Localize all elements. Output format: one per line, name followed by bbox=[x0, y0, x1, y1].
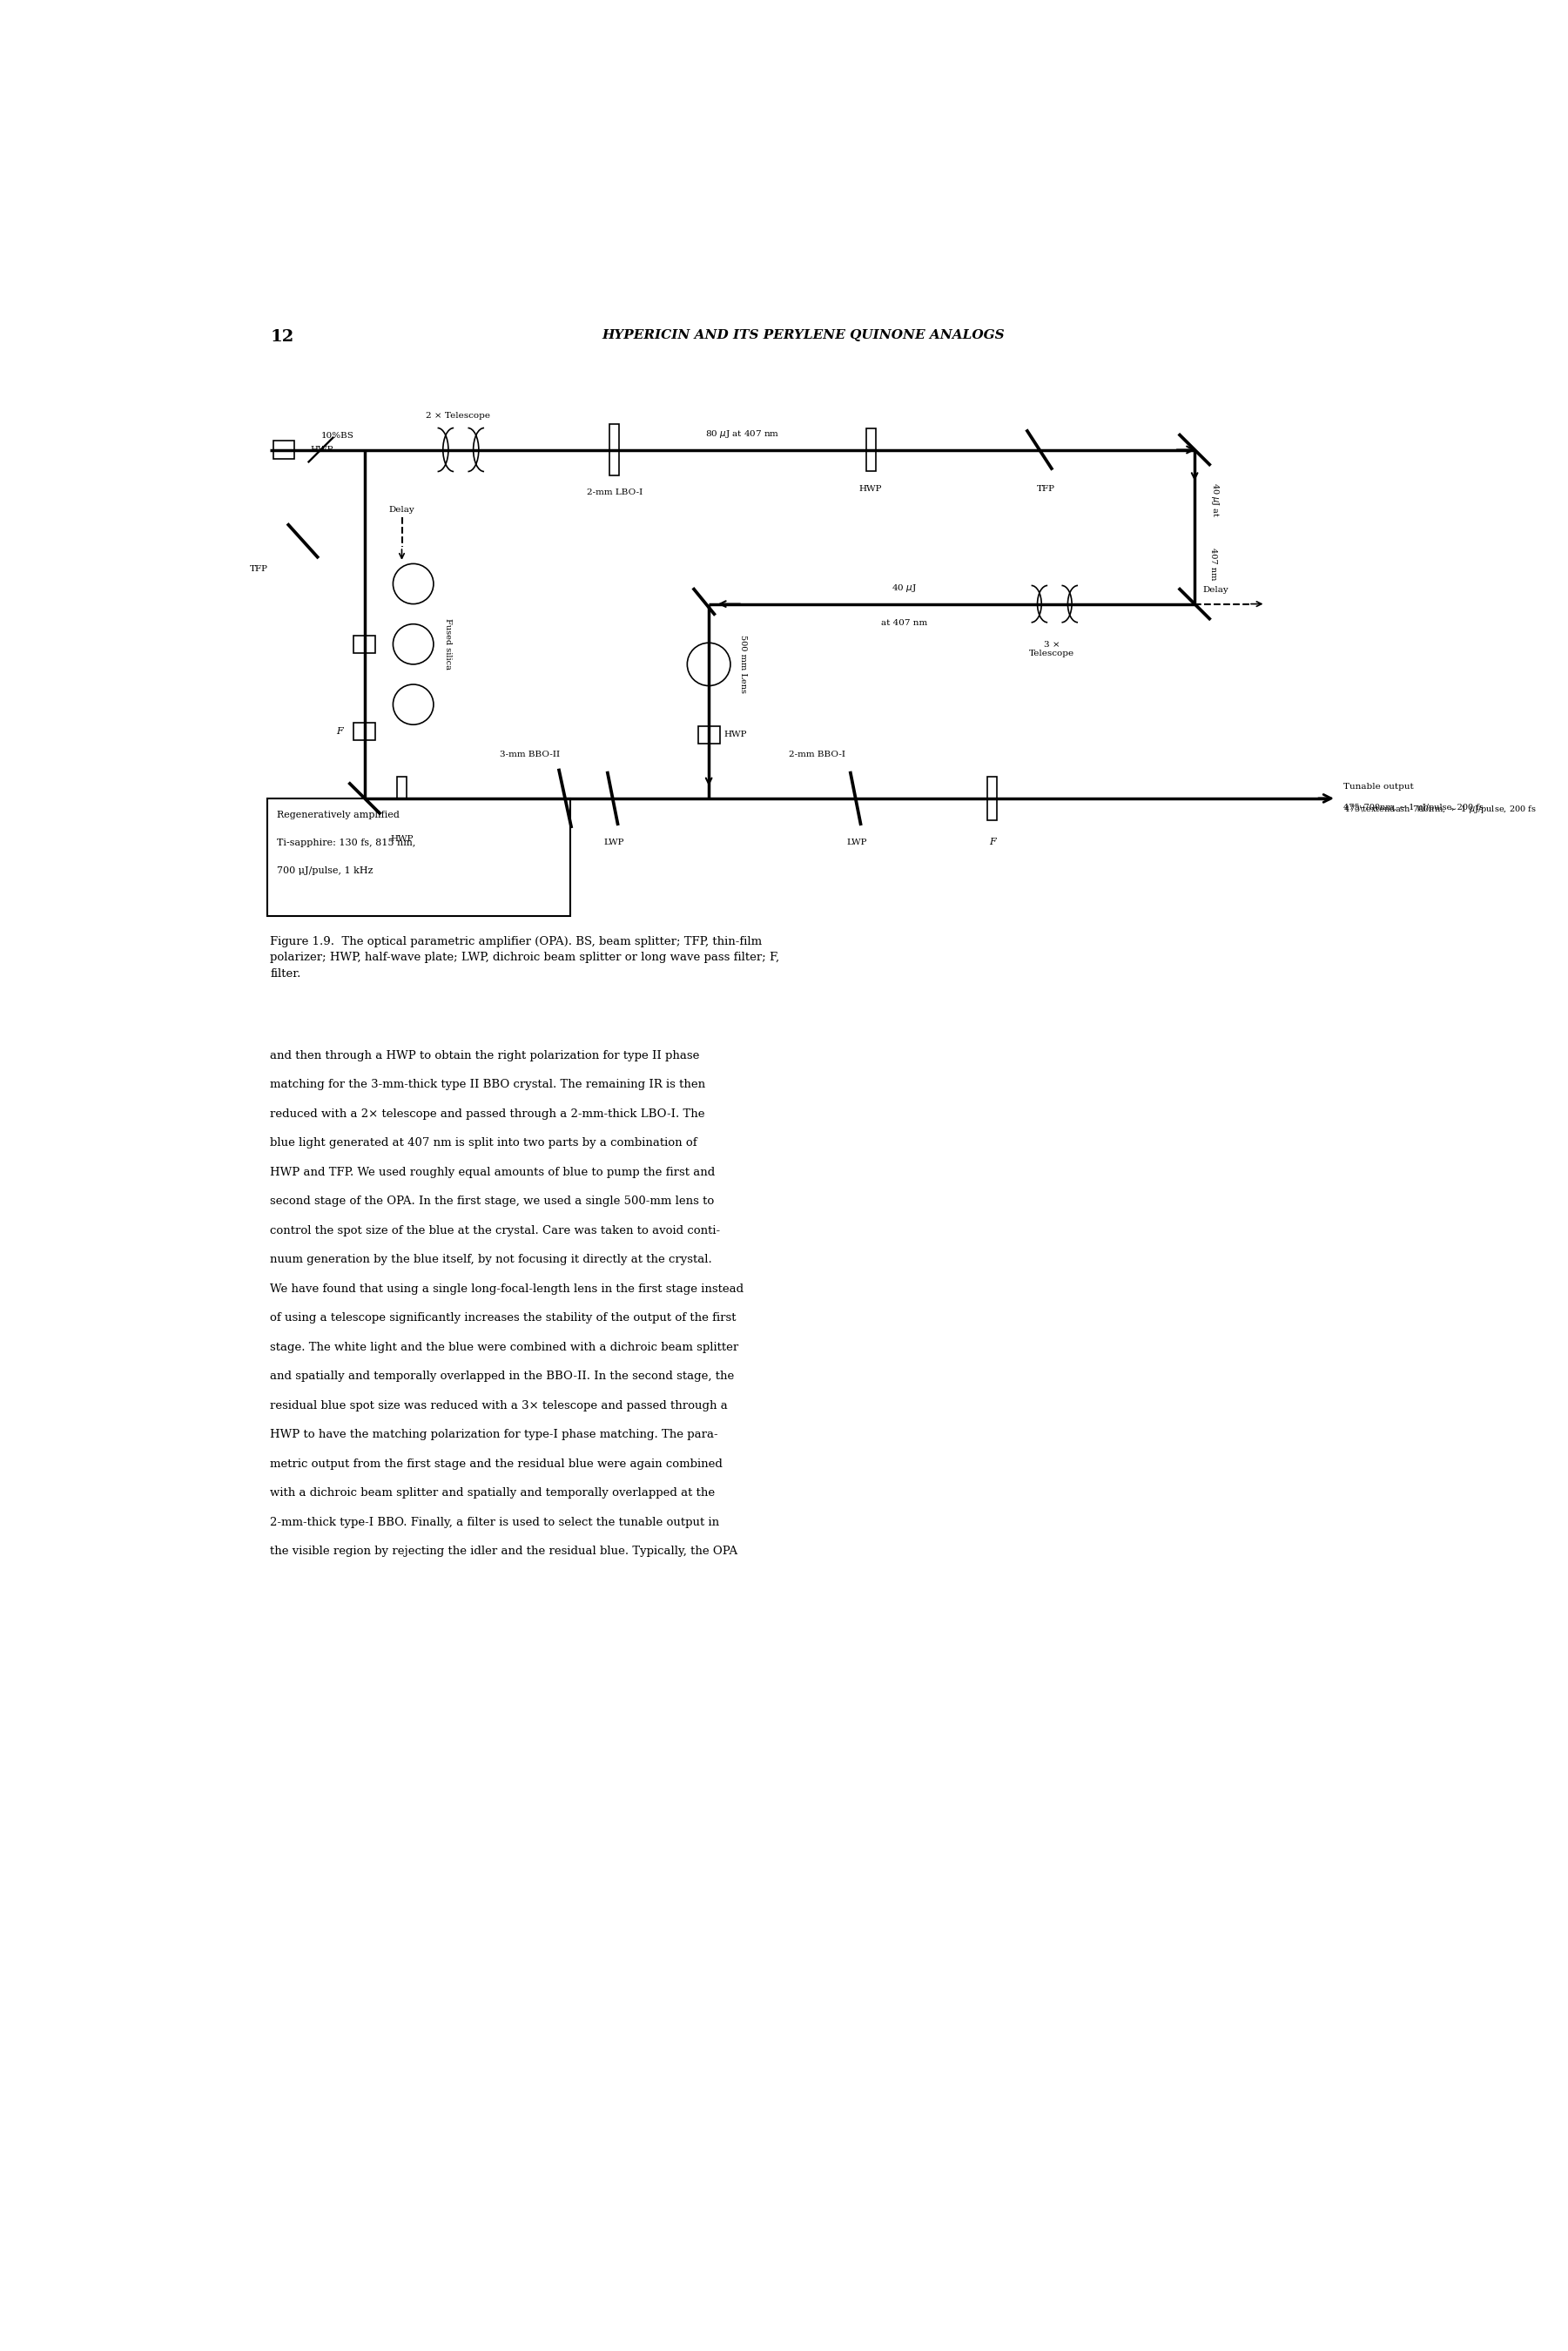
Circle shape bbox=[394, 623, 433, 665]
Text: at 407 nm: at 407 nm bbox=[881, 618, 928, 625]
Text: 3 ×
Telescope: 3 × Telescope bbox=[1029, 642, 1074, 658]
Text: HWP: HWP bbox=[310, 447, 334, 454]
Text: 407 nm: 407 nm bbox=[1209, 548, 1217, 581]
Text: We have found that using a single long-focal-length lens in the first stage inst: We have found that using a single long-f… bbox=[270, 1284, 743, 1295]
Text: nuum generation by the blue itself, by not focusing it directly at the crystal.: nuum generation by the blue itself, by n… bbox=[270, 1253, 712, 1265]
Text: metric output from the first stage and the residual blue were again combined: metric output from the first stage and t… bbox=[270, 1458, 723, 1469]
Text: LWP: LWP bbox=[604, 839, 624, 846]
Text: 2-mm-thick type-I BBO. Finally, a filter is used to select the tunable output in: 2-mm-thick type-I BBO. Finally, a filter… bbox=[270, 1516, 720, 1528]
Text: second stage of the OPA. In the first stage, we used a single 500-mm lens to: second stage of the OPA. In the first st… bbox=[270, 1197, 715, 1206]
Text: and then through a HWP to obtain the right polarization for type II phase: and then through a HWP to obtain the rig… bbox=[270, 1051, 699, 1060]
Text: LWP: LWP bbox=[847, 839, 867, 846]
Bar bbox=[397, 776, 406, 820]
Text: HYPERICIN AND ITS PERYLENE QUINONE ANALOGS: HYPERICIN AND ITS PERYLENE QUINONE ANALO… bbox=[602, 329, 1005, 341]
Bar bbox=[354, 722, 375, 741]
Text: 2-mm LBO-I: 2-mm LBO-I bbox=[586, 489, 643, 496]
Text: 475\textendash 700nm, $\sim$ 1 $\mu$J/pulse, 200 fs: 475\textendash 700nm, $\sim$ 1 $\mu$J/pu… bbox=[1344, 804, 1537, 816]
Text: Tunable output: Tunable output bbox=[1344, 783, 1413, 790]
Bar bbox=[273, 442, 293, 458]
Text: of using a telescope significantly increases the stability of the output of the : of using a telescope significantly incre… bbox=[270, 1312, 737, 1324]
Text: HWP: HWP bbox=[859, 484, 883, 491]
Text: Delay: Delay bbox=[389, 505, 416, 513]
Text: 40 $\mu$J at: 40 $\mu$J at bbox=[1209, 482, 1221, 517]
Text: 2 × Telescope: 2 × Telescope bbox=[425, 411, 491, 418]
Text: HWP and TFP. We used roughly equal amounts of blue to pump the first and: HWP and TFP. We used roughly equal amoun… bbox=[270, 1166, 715, 1178]
Text: F: F bbox=[337, 726, 343, 736]
Text: Regeneratively amplified: Regeneratively amplified bbox=[278, 811, 400, 818]
Text: and spatially and temporally overlapped in the BBO-II. In the second stage, the: and spatially and temporally overlapped … bbox=[270, 1371, 734, 1382]
Text: 475–700nm, ∼ 1 μJ/pulse, 200 fs: 475–700nm, ∼ 1 μJ/pulse, 200 fs bbox=[1344, 804, 1483, 811]
Text: 500 mm Lens: 500 mm Lens bbox=[739, 635, 746, 694]
Text: 10%BS: 10%BS bbox=[321, 433, 354, 440]
Text: HWP: HWP bbox=[390, 835, 414, 844]
Text: Delay: Delay bbox=[1203, 585, 1229, 595]
Bar bbox=[698, 726, 720, 743]
Text: with a dichroic beam splitter and spatially and temporally overlapped at the: with a dichroic beam splitter and spatia… bbox=[270, 1488, 715, 1498]
Text: 12: 12 bbox=[270, 329, 293, 346]
Text: TFP: TFP bbox=[249, 564, 268, 574]
Circle shape bbox=[394, 684, 433, 724]
Text: control the spot size of the blue at the crystal. Care was taken to avoid conti-: control the spot size of the blue at the… bbox=[270, 1225, 720, 1237]
Text: Fused silica: Fused silica bbox=[444, 618, 452, 670]
Text: Ti-sapphire: 130 fs, 815 nm,: Ti-sapphire: 130 fs, 815 nm, bbox=[278, 839, 416, 846]
Text: residual blue spot size was reduced with a 3× telescope and passed through a: residual blue spot size was reduced with… bbox=[270, 1399, 728, 1411]
Text: reduced with a 2× telescope and passed through a 2-mm-thick LBO-I. The: reduced with a 2× telescope and passed t… bbox=[270, 1107, 706, 1119]
Circle shape bbox=[394, 564, 433, 604]
Text: TFP: TFP bbox=[1036, 484, 1055, 491]
Text: the visible region by rejecting the idler and the residual blue. Typically, the : the visible region by rejecting the idle… bbox=[270, 1545, 739, 1556]
Text: 3-mm BBO-II: 3-mm BBO-II bbox=[500, 750, 560, 757]
Circle shape bbox=[687, 642, 731, 686]
Bar bbox=[866, 428, 875, 470]
Text: HWP to have the matching polarization for type-I phase matching. The para-: HWP to have the matching polarization fo… bbox=[270, 1429, 718, 1441]
Text: HWP: HWP bbox=[724, 731, 746, 738]
Text: 80 $\mu$J at 407 nm: 80 $\mu$J at 407 nm bbox=[706, 428, 779, 440]
Text: F: F bbox=[989, 837, 996, 846]
Text: 700 μJ/pulse, 1 kHz: 700 μJ/pulse, 1 kHz bbox=[278, 868, 373, 875]
Bar bbox=[354, 635, 375, 654]
Text: 40 $\mu$J: 40 $\mu$J bbox=[892, 583, 917, 595]
Bar bbox=[988, 776, 997, 820]
Text: matching for the 3-mm-thick type II BBO crystal. The remaining IR is then: matching for the 3-mm-thick type II BBO … bbox=[270, 1079, 706, 1091]
Text: blue light generated at 407 nm is split into two parts by a combination of: blue light generated at 407 nm is split … bbox=[270, 1138, 698, 1150]
Text: stage. The white light and the blue were combined with a dichroic beam splitter: stage. The white light and the blue were… bbox=[270, 1342, 739, 1352]
Text: 2-mm BBO-I: 2-mm BBO-I bbox=[789, 750, 845, 757]
Bar bbox=[267, 799, 571, 915]
Bar bbox=[610, 423, 619, 475]
Text: Figure 1.9.  The optical parametric amplifier (OPA). BS, beam splitter; TFP, thi: Figure 1.9. The optical parametric ampli… bbox=[270, 936, 779, 980]
